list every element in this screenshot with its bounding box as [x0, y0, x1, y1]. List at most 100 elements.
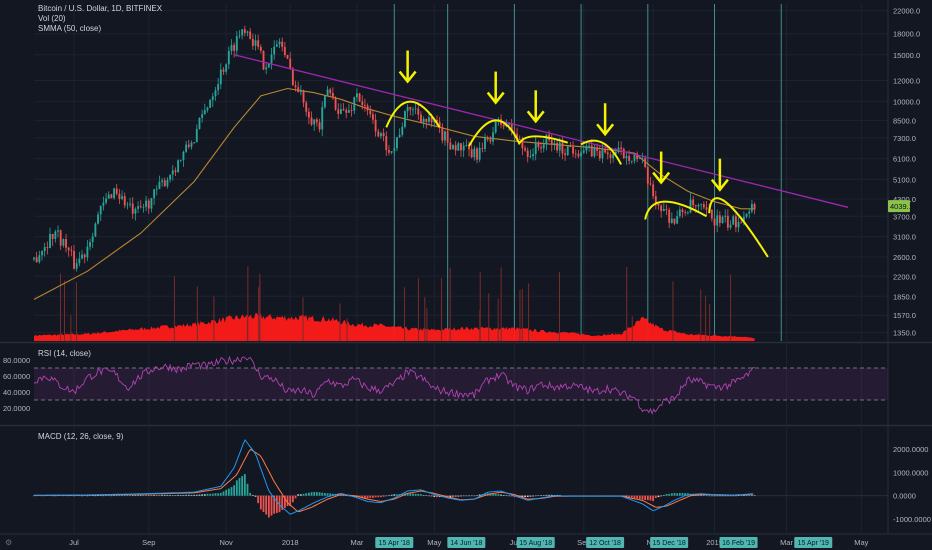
candle-body — [147, 200, 150, 209]
macd-tick-label: 2000.0000 — [893, 445, 928, 454]
candle-body — [273, 46, 276, 55]
price-tick-label: 10000.0 — [893, 98, 920, 107]
candle-body — [281, 41, 284, 47]
candle-body — [401, 126, 404, 135]
macd-histogram-bar — [91, 495, 94, 496]
candle-body — [209, 100, 212, 108]
time-tick-label: May — [427, 538, 441, 547]
time-tick-label: Nov — [219, 538, 233, 547]
time-tick-label: Jul — [510, 538, 520, 547]
yellow-arrow-head — [652, 171, 671, 185]
macd-histogram-bar — [428, 495, 430, 497]
macd-histogram-bar — [201, 494, 204, 496]
macd-histogram-bar — [310, 492, 313, 496]
candle-body — [417, 108, 420, 115]
candle-body — [686, 212, 689, 214]
macd-histogram-bar — [417, 493, 420, 496]
macd-histogram-bar — [484, 493, 486, 496]
yellow-arrow-head — [486, 91, 505, 105]
candle-body — [115, 188, 118, 194]
candle-body — [369, 110, 372, 115]
volume-bars — [34, 266, 755, 341]
yellow-arc — [644, 200, 708, 220]
candle-body — [262, 50, 265, 70]
candle-body — [217, 84, 220, 91]
price-tick-label: 2600.0 — [893, 253, 916, 262]
candle-body — [716, 215, 719, 226]
yellow-arc — [468, 119, 521, 147]
macd-histogram-bar — [502, 494, 505, 496]
macd-histogram-bar — [470, 495, 473, 497]
macd-histogram-bar — [254, 495, 257, 497]
candle-body — [636, 153, 639, 160]
time-tick-label: Jul — [69, 538, 79, 547]
macd-histogram-bar — [508, 495, 510, 497]
candle-body — [737, 222, 740, 228]
candle-body — [457, 143, 460, 151]
macd-histogram-bar — [267, 495, 270, 518]
candle-body — [51, 233, 54, 239]
macd-histogram-bar — [123, 495, 126, 496]
macd-histogram-bar — [622, 495, 625, 497]
candle-body — [171, 170, 174, 175]
candle-body — [409, 107, 412, 110]
candle-body — [150, 198, 153, 209]
candle-body — [187, 144, 190, 147]
macd-histogram-bar — [102, 495, 105, 497]
price-tick-label: 6100.0 — [893, 155, 916, 164]
candle-body — [673, 218, 676, 224]
price-axis[interactable]: 22000.0 18000.0 15000.0 12000.0 10000.0 8500.… — [3, 7, 931, 524]
candle-body — [278, 41, 281, 45]
price-tick-label: 8500.0 — [893, 116, 916, 125]
date-badge-label: 15 Dec '18 — [653, 540, 686, 547]
candle-body — [753, 204, 756, 210]
candle-body — [243, 29, 246, 33]
candle-body — [41, 251, 43, 256]
macd-histogram-bar — [382, 495, 385, 497]
candle-body — [486, 137, 489, 140]
candle-body — [516, 133, 518, 139]
candle-body — [201, 114, 204, 118]
candle-body — [438, 121, 441, 127]
macd-histogram-bar — [54, 495, 57, 497]
candle-body — [534, 142, 537, 155]
price-tick-label: 22000.0 — [893, 7, 920, 16]
macd-histogram-bar — [105, 495, 107, 496]
macd-histogram-bar — [281, 495, 284, 510]
candle-body — [233, 44, 236, 51]
settings-icon[interactable]: ⚙ — [5, 538, 12, 547]
candle-body — [606, 152, 609, 155]
macd-histogram-bar — [294, 495, 297, 499]
price-tick-label: 2200.0 — [893, 272, 916, 281]
macd-histogram-bar — [139, 494, 142, 496]
macd-histogram-bar — [203, 494, 206, 496]
candle-body — [286, 54, 289, 59]
candle-body — [580, 152, 583, 157]
annotations — [385, 50, 769, 258]
macd-histogram-bar — [193, 494, 196, 496]
time-axis[interactable]: JulSepNov2018MarMayJulSepNov2019MarMay15… — [5, 537, 869, 548]
candle-body — [270, 54, 273, 64]
time-tick-label: Sep — [142, 538, 155, 547]
macd-histogram-bar — [305, 493, 308, 496]
yellow-arc — [518, 135, 569, 144]
candle-body — [646, 166, 649, 184]
candle-body — [697, 205, 700, 207]
candle-body — [670, 218, 673, 223]
macd-histogram-bar — [657, 495, 660, 498]
candle-body — [275, 44, 278, 47]
yellow-arc — [708, 197, 769, 258]
candle-body — [81, 254, 83, 259]
macd-histogram-bar — [249, 492, 252, 496]
candle-body — [748, 211, 751, 214]
candle-body — [710, 209, 713, 219]
candle-body — [49, 233, 51, 248]
macd-histogram-bar — [179, 495, 182, 496]
candle-body — [558, 142, 561, 151]
time-tick-label: May — [854, 538, 868, 547]
macd-histogram-bar — [94, 495, 97, 497]
date-badge-label: 12 Oct '18 — [589, 540, 621, 547]
candle-body — [283, 46, 286, 55]
macd-histogram-bar — [257, 495, 260, 504]
